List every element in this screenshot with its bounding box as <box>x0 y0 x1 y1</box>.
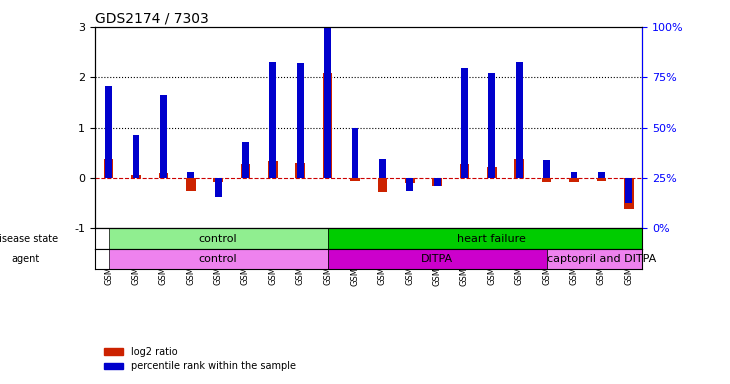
Bar <box>352 127 358 178</box>
Bar <box>328 228 656 249</box>
Bar <box>241 164 250 178</box>
Bar <box>542 178 551 182</box>
Bar <box>377 178 387 192</box>
Bar <box>215 178 221 197</box>
Bar <box>328 249 547 269</box>
Text: captopril and DITPA: captopril and DITPA <box>547 254 656 264</box>
Bar <box>158 173 168 178</box>
Bar <box>460 164 469 178</box>
Bar <box>596 178 606 180</box>
Bar <box>104 159 113 178</box>
Bar <box>213 178 223 182</box>
Y-axis label: agent: agent <box>12 254 39 264</box>
Bar <box>487 167 496 178</box>
Bar <box>516 62 523 178</box>
Bar <box>133 135 139 178</box>
Bar <box>323 73 332 178</box>
Bar <box>432 178 442 185</box>
Bar <box>188 172 194 178</box>
Bar <box>269 62 276 178</box>
Bar <box>547 249 656 269</box>
Bar <box>488 73 495 178</box>
Bar <box>434 178 440 185</box>
Text: control: control <box>199 254 237 264</box>
Bar <box>543 161 550 178</box>
Bar <box>626 178 632 203</box>
Text: control: control <box>199 233 237 243</box>
Bar <box>405 178 415 183</box>
Bar <box>461 68 468 178</box>
Bar <box>515 159 524 178</box>
Bar <box>407 178 413 191</box>
Bar <box>242 142 249 178</box>
Bar <box>324 28 331 178</box>
Y-axis label: disease state: disease state <box>0 233 58 243</box>
Bar <box>105 86 112 178</box>
Legend: log2 ratio, percentile rank within the sample: log2 ratio, percentile rank within the s… <box>100 343 300 375</box>
Bar <box>109 249 328 269</box>
Bar <box>109 228 328 249</box>
Bar <box>186 178 196 191</box>
Text: GDS2174 / 7303: GDS2174 / 7303 <box>95 12 209 26</box>
Bar <box>296 163 305 178</box>
Bar <box>160 95 166 178</box>
Text: DITPA: DITPA <box>421 254 453 264</box>
Bar <box>379 159 385 178</box>
Bar <box>624 178 634 209</box>
Bar <box>297 63 304 178</box>
Bar <box>569 178 579 182</box>
Text: heart failure: heart failure <box>458 233 526 243</box>
Bar <box>131 175 141 178</box>
Bar <box>571 172 577 178</box>
Bar <box>350 178 360 180</box>
Bar <box>268 161 277 178</box>
Bar <box>598 172 604 178</box>
